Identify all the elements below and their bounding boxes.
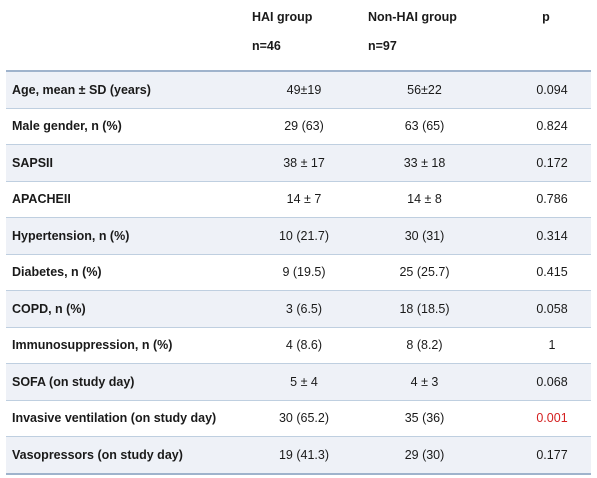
table-row: Male gender, n (%) 29 (63) 63 (65) 0.824 — [6, 108, 591, 145]
table-row: APACHEII 14 ± 7 14 ± 8 0.786 — [6, 181, 591, 218]
row-label: Diabetes, n (%) — [6, 254, 246, 291]
table-row: Hypertension, n (%) 10 (21.7) 30 (31) 0.… — [6, 217, 591, 255]
row-label: Immunosuppression, n (%) — [6, 327, 246, 364]
header-hai-n: n=46 — [252, 39, 281, 53]
row-hai-value: 29 (63) — [246, 108, 368, 145]
table-row: Vasopressors (on study day) 19 (41.3) 29… — [6, 436, 591, 475]
row-hai-value: 49±19 — [246, 71, 368, 109]
row-non-hai-value: 63 (65) — [368, 108, 501, 145]
table-row: SAPSII 38 ± 17 33 ± 18 0.172 — [6, 144, 591, 182]
row-hai-value: 38 ± 17 — [246, 144, 368, 182]
row-non-hai-value: 25 (25.7) — [368, 254, 501, 291]
row-non-hai-value: 29 (30) — [368, 436, 501, 475]
row-non-hai-value: 33 ± 18 — [368, 144, 501, 182]
row-hai-value: 3 (6.5) — [246, 290, 368, 328]
row-label: Vasopressors (on study day) — [6, 436, 246, 475]
row-p-value: 0.177 — [501, 436, 591, 475]
row-p-value: 0.068 — [501, 363, 591, 401]
row-p-value: 1 — [501, 327, 591, 364]
table-row: Age, mean ± SD (years) 49±19 56±22 0.094 — [6, 71, 591, 109]
row-non-hai-value: 30 (31) — [368, 217, 501, 255]
row-label: SOFA (on study day) — [6, 363, 246, 401]
row-label: Hypertension, n (%) — [6, 217, 246, 255]
row-hai-value: 4 (8.6) — [246, 327, 368, 364]
table-row: SOFA (on study day) 5 ± 4 4 ± 3 0.068 — [6, 363, 591, 401]
comparison-table-container: HAI group n=46 Non-HAI group n=97 p — [6, 0, 591, 478]
header-p: p — [542, 10, 550, 24]
row-non-hai-value: 14 ± 8 — [368, 181, 501, 218]
row-p-value: 0.094 — [501, 71, 591, 109]
row-p-value: 0.786 — [501, 181, 591, 218]
header-non-hai-group: Non-HAI group — [368, 10, 457, 24]
row-hai-value: 19 (41.3) — [246, 436, 368, 475]
row-p-value: 0.172 — [501, 144, 591, 182]
row-label: Invasive ventilation (on study day) — [6, 400, 246, 437]
row-p-value: 0.314 — [501, 217, 591, 255]
table-header-row: HAI group n=46 Non-HAI group n=97 p — [6, 0, 591, 72]
row-p-value-significant: 0.001 — [501, 400, 591, 437]
table-row: COPD, n (%) 3 (6.5) 18 (18.5) 0.058 — [6, 290, 591, 328]
row-p-value: 0.058 — [501, 290, 591, 328]
row-label: Male gender, n (%) — [6, 108, 246, 145]
comparison-table: HAI group n=46 Non-HAI group n=97 p — [6, 0, 591, 475]
row-label: Age, mean ± SD (years) — [6, 71, 246, 109]
table-row: Invasive ventilation (on study day) 30 (… — [6, 400, 591, 437]
row-non-hai-value: 56±22 — [368, 71, 501, 109]
row-p-value: 0.415 — [501, 254, 591, 291]
row-hai-value: 5 ± 4 — [246, 363, 368, 401]
row-label: COPD, n (%) — [6, 290, 246, 328]
row-non-hai-value: 4 ± 3 — [368, 363, 501, 401]
table-row: Diabetes, n (%) 9 (19.5) 25 (25.7) 0.415 — [6, 254, 591, 291]
row-hai-value: 30 (65.2) — [246, 400, 368, 437]
header-non-hai-cell: Non-HAI group n=97 — [368, 0, 501, 72]
row-hai-value: 9 (19.5) — [246, 254, 368, 291]
header-empty-cell — [6, 0, 246, 72]
row-label: SAPSII — [6, 144, 246, 182]
header-non-hai-n: n=97 — [368, 39, 397, 53]
table-row: Immunosuppression, n (%) 4 (8.6) 8 (8.2)… — [6, 327, 591, 364]
row-non-hai-value: 35 (36) — [368, 400, 501, 437]
header-p-cell: p — [501, 0, 591, 72]
row-p-value: 0.824 — [501, 108, 591, 145]
header-hai-cell: HAI group n=46 — [246, 0, 368, 72]
row-label: APACHEII — [6, 181, 246, 218]
row-hai-value: 14 ± 7 — [246, 181, 368, 218]
row-non-hai-value: 18 (18.5) — [368, 290, 501, 328]
row-non-hai-value: 8 (8.2) — [368, 327, 501, 364]
header-hai-group: HAI group — [252, 10, 313, 24]
row-hai-value: 10 (21.7) — [246, 217, 368, 255]
